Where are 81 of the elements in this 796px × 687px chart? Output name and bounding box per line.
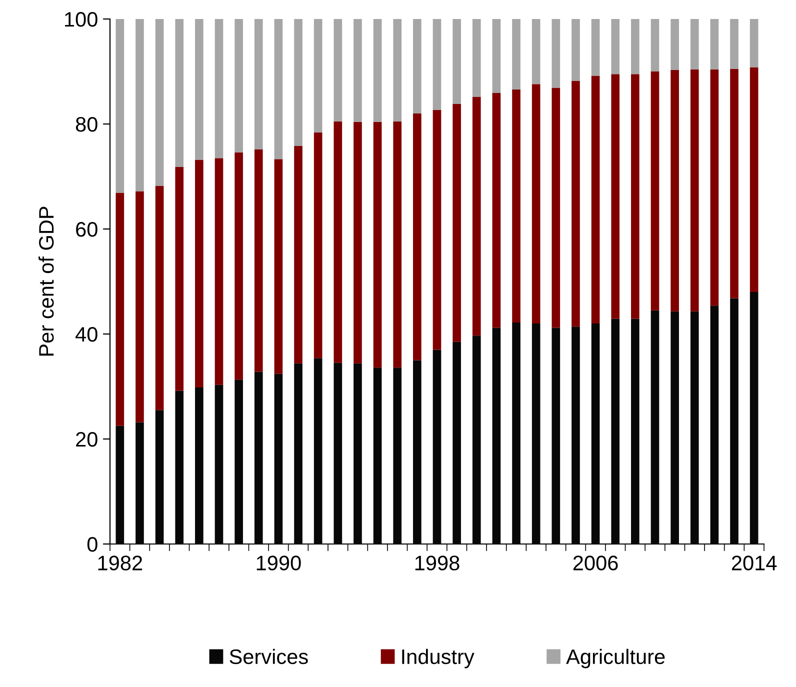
x-tick-label: 1982 <box>98 556 142 570</box>
y-axis-title: Per cent of GDP <box>38 206 54 356</box>
bar <box>552 19 560 88</box>
bar <box>512 19 520 90</box>
bar <box>155 19 164 186</box>
bar <box>611 19 620 74</box>
bar <box>294 19 302 146</box>
bar <box>334 19 342 122</box>
bar <box>373 122 382 368</box>
bar <box>472 96 481 336</box>
bar <box>730 19 738 69</box>
bar <box>373 19 382 122</box>
bar <box>572 80 580 327</box>
bar <box>591 19 600 76</box>
bar <box>432 19 442 110</box>
bar <box>314 132 322 358</box>
bar <box>730 68 738 298</box>
legend-label: Industry <box>402 648 474 668</box>
bar <box>690 19 699 70</box>
bar <box>175 19 184 168</box>
x-tick-label: 1998 <box>415 556 460 570</box>
bar <box>631 74 640 319</box>
y-tick-label: 80 <box>76 117 98 132</box>
bar <box>195 19 204 160</box>
bar <box>710 19 719 70</box>
x-tick-label: 1990 <box>256 556 301 570</box>
bar <box>354 122 362 364</box>
bar <box>393 19 402 122</box>
x-tick-label: 2014 <box>732 556 777 570</box>
bar <box>393 121 402 368</box>
legend-label: Services <box>230 648 308 664</box>
bar <box>432 110 442 350</box>
bar <box>690 69 699 312</box>
bar <box>314 19 322 132</box>
bar <box>650 72 660 310</box>
bar <box>334 121 342 363</box>
bar <box>452 104 461 342</box>
bar <box>413 19 422 114</box>
y-tick-label: 100 <box>65 12 98 27</box>
bar <box>234 19 243 152</box>
bar <box>532 19 540 84</box>
bar <box>452 19 461 104</box>
bar <box>214 158 224 385</box>
bar <box>631 19 640 74</box>
bar <box>175 167 184 391</box>
bar <box>155 186 164 410</box>
bar <box>591 76 600 324</box>
bar <box>750 19 758 68</box>
bar <box>136 191 144 422</box>
bar <box>532 84 540 324</box>
y-tick-label: 0 <box>87 537 98 552</box>
bar <box>354 19 362 122</box>
bar <box>116 192 124 426</box>
bar <box>710 69 719 306</box>
bar <box>116 19 124 193</box>
bar <box>670 70 679 312</box>
bar <box>254 19 263 150</box>
bar <box>750 67 758 292</box>
bar <box>611 74 620 319</box>
x-tick-label: 2006 <box>573 556 618 570</box>
bar <box>492 93 501 328</box>
bar <box>234 152 243 380</box>
bar <box>413 114 422 360</box>
bar <box>670 19 679 70</box>
legend-label: Agriculture <box>566 648 665 668</box>
bar <box>294 146 302 364</box>
y-tick-label: 60 <box>76 222 98 237</box>
bar <box>492 19 501 94</box>
bar <box>274 19 283 160</box>
bar <box>472 19 481 97</box>
bar <box>195 160 204 388</box>
bar <box>214 19 224 158</box>
bar <box>512 89 520 322</box>
y-tick-label: 40 <box>76 327 98 342</box>
bar <box>552 88 560 328</box>
bar <box>136 19 144 192</box>
y-tick-label: 20 <box>76 432 98 447</box>
bar <box>572 19 580 81</box>
bar <box>274 159 283 374</box>
bar <box>254 149 263 372</box>
bar <box>650 19 660 72</box>
